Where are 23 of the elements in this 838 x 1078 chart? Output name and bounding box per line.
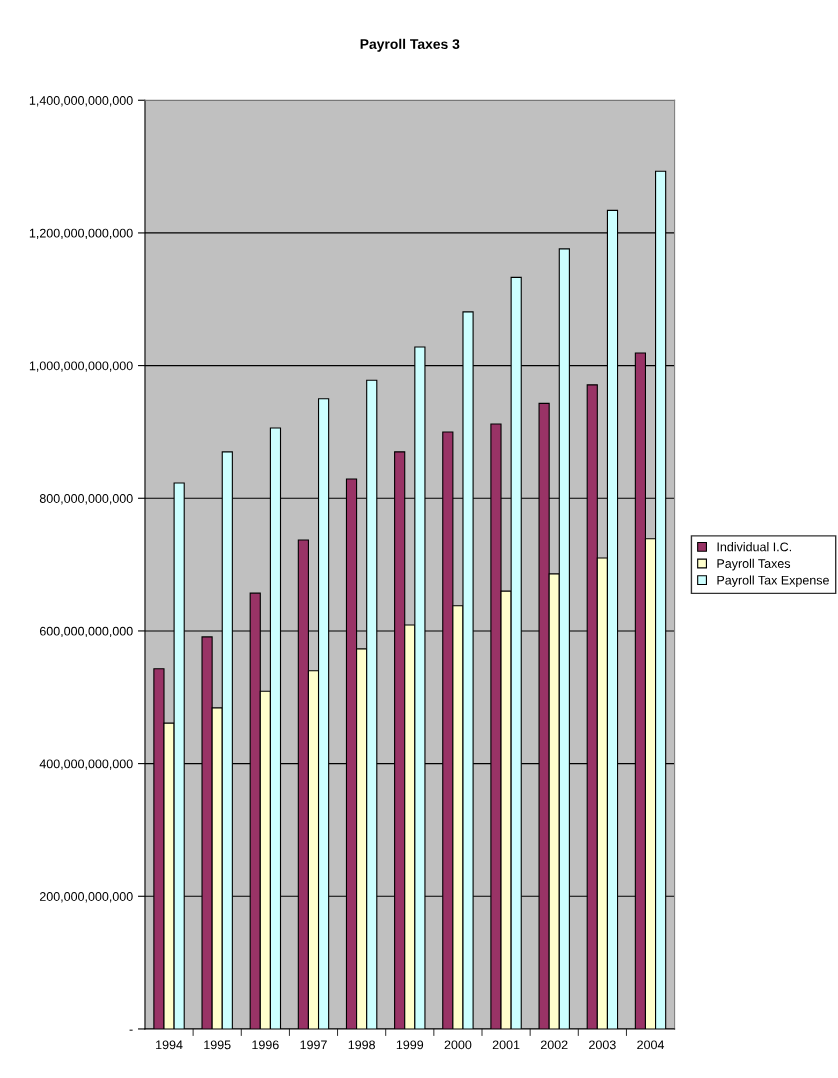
x-tick-label: 2000	[444, 1040, 472, 1050]
y-tick-label: 1,200,000,000,000	[29, 228, 133, 240]
y-tick-label: 600,000,000,000	[39, 626, 133, 638]
legend-label: Payroll Tax Expense	[717, 575, 829, 588]
y-tick-label: 1,400,000,000,000	[29, 96, 133, 107]
x-tick-label: 1996	[252, 1040, 279, 1050]
x-tick-label: 1995	[204, 1040, 231, 1050]
x-tick-label: 2001	[492, 1040, 520, 1050]
legend-label: Individual I.C.	[717, 542, 792, 552]
y-tick-label: 200,000,000,000	[39, 892, 133, 903]
y-tick-label: 400,000,000,000	[39, 759, 133, 770]
y-tick-label: 800,000,000,000	[39, 494, 133, 505]
x-tick-label: 1997	[300, 1040, 327, 1050]
y-tick-label: 1,000,000,000,000	[29, 361, 133, 372]
x-tick-label: 1999	[396, 1040, 424, 1050]
x-tick-label: 2003	[589, 1040, 616, 1050]
x-tick-label: 2004	[637, 1040, 665, 1050]
x-tick-label: 1998	[348, 1040, 375, 1050]
x-tick-label: 1994	[156, 1040, 183, 1050]
chart-title: Payroll Taxes 3	[360, 38, 460, 52]
x-tick-label: 2002	[540, 1040, 568, 1050]
legend-label: Payroll Taxes	[717, 558, 791, 571]
y-tick-label: -	[129, 1029, 133, 1031]
